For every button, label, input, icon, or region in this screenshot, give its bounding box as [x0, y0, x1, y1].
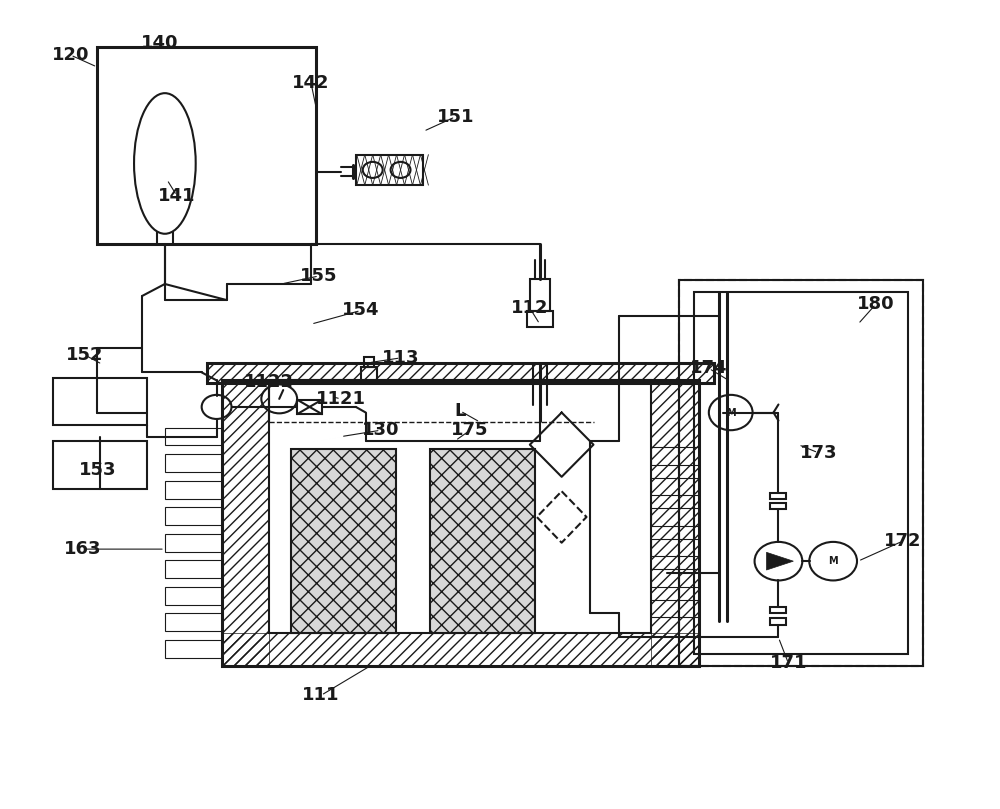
Bar [97, 47, 316, 244]
Bar [770, 493, 786, 499]
Bar [297, 400, 322, 414]
Bar [165, 481, 222, 498]
Bar [165, 534, 222, 552]
Bar [651, 380, 699, 666]
Bar [207, 362, 714, 383]
Text: 111: 111 [302, 686, 340, 705]
Text: L: L [455, 402, 466, 420]
Text: 151: 151 [436, 108, 474, 126]
Bar [53, 378, 147, 425]
Text: 175: 175 [451, 421, 489, 439]
Bar [770, 618, 786, 625]
Text: 163: 163 [64, 540, 101, 558]
Bar [770, 502, 786, 509]
Bar [651, 570, 699, 587]
Text: 140: 140 [141, 34, 179, 52]
Bar [165, 428, 222, 446]
Text: 142: 142 [292, 74, 330, 92]
Bar [165, 613, 222, 631]
Text: 130: 130 [362, 421, 399, 439]
Bar [694, 292, 908, 654]
Text: 172: 172 [884, 532, 922, 550]
Bar [530, 279, 550, 311]
Bar [291, 449, 396, 633]
Text: 180: 180 [857, 295, 895, 313]
Text: 155: 155 [300, 267, 338, 285]
Bar [361, 366, 377, 383]
Polygon shape [767, 553, 793, 570]
Bar [207, 362, 714, 383]
Bar [165, 640, 222, 658]
Bar [165, 507, 222, 525]
Bar [364, 357, 374, 366]
Text: 1122: 1122 [244, 373, 294, 391]
Bar [222, 633, 699, 666]
Bar [165, 561, 222, 578]
Text: 174: 174 [690, 359, 728, 377]
Bar [53, 441, 147, 489]
Text: 153: 153 [78, 461, 116, 480]
Bar [679, 280, 923, 666]
Bar [770, 607, 786, 613]
Bar [651, 508, 699, 526]
Bar [651, 539, 699, 557]
Bar [356, 155, 423, 185]
Text: 120: 120 [52, 46, 89, 64]
Text: 141: 141 [158, 187, 196, 205]
Bar [651, 477, 699, 495]
Bar [651, 447, 699, 464]
Bar [222, 380, 269, 666]
Text: 112: 112 [511, 299, 549, 317]
Bar [430, 449, 535, 633]
Bar [222, 380, 699, 666]
Text: 152: 152 [66, 345, 103, 364]
Bar [527, 311, 553, 328]
Text: 171: 171 [770, 654, 807, 672]
Text: 113: 113 [382, 349, 419, 367]
Text: 154: 154 [342, 302, 380, 320]
Text: 173: 173 [799, 443, 837, 462]
Bar [165, 587, 222, 604]
Text: M: M [828, 556, 838, 566]
Bar [679, 280, 923, 666]
Bar [269, 380, 651, 633]
Bar [651, 599, 699, 617]
Text: M: M [726, 408, 736, 417]
Bar [165, 455, 222, 472]
Text: 1121: 1121 [316, 390, 366, 408]
